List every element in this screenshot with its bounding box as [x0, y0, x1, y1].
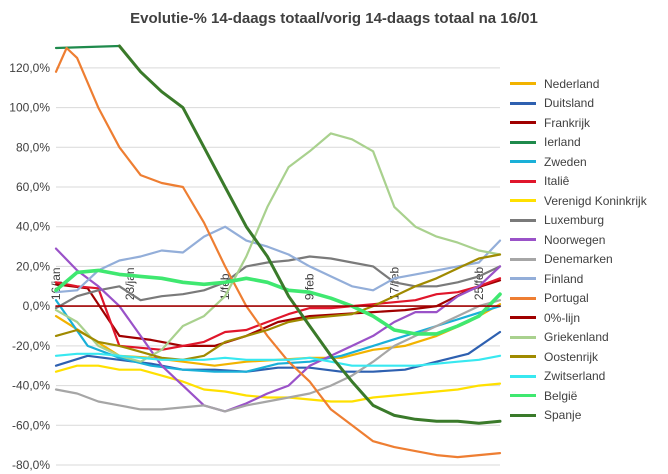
- legend-swatch: [510, 218, 536, 222]
- series-lines: [54, 44, 502, 459]
- legend-label: Denemarken: [544, 252, 613, 267]
- legend-swatch: [510, 316, 536, 320]
- legend-item: Oostenrijk: [510, 347, 666, 367]
- y-tick-label: -20,0%: [12, 339, 50, 353]
- legend-item: Zweden: [510, 152, 666, 172]
- legend-swatch: [510, 101, 536, 105]
- legend-swatch: [510, 296, 536, 300]
- legend-swatch: [510, 374, 536, 378]
- legend-swatch: [510, 277, 536, 281]
- series-line-itali-: [54, 277, 502, 351]
- legend-swatch: [510, 160, 536, 164]
- y-tick-label: 120,0%: [9, 61, 50, 75]
- legend-label: Luxemburg: [544, 213, 605, 228]
- legend-label: Spanje: [544, 408, 582, 423]
- legend-label: Nederland: [544, 76, 600, 91]
- legend-swatch: [510, 238, 536, 242]
- x-tick-label: 9/feb: [303, 273, 317, 300]
- legend-label: Italiê: [544, 174, 570, 189]
- series-line-zweden: [54, 299, 502, 373]
- series-line-griekenland: [54, 132, 502, 363]
- legend-swatch: [510, 413, 536, 417]
- legend-label: Zwitserland: [544, 369, 606, 384]
- legend-item: Spanje: [510, 406, 666, 426]
- legend-label: 0%-lijn: [544, 310, 581, 325]
- y-tick-label: 100,0%: [9, 101, 50, 115]
- legend-label: België: [544, 388, 578, 403]
- y-tick-label: 80,0%: [16, 140, 50, 154]
- series-line-portugal: [54, 46, 502, 459]
- series-line-luxemburg: [54, 255, 502, 310]
- series-line-ierland: [54, 44, 121, 50]
- series-line-oostenrijk: [54, 253, 502, 361]
- legend-item: Frankrijk: [510, 113, 666, 133]
- series-line-spanje: [117, 44, 502, 425]
- legend-item: België: [510, 386, 666, 406]
- legend-item: Finland: [510, 269, 666, 289]
- legend-swatch: [510, 199, 536, 203]
- legend-item: Duitsland: [510, 94, 666, 114]
- series-line-frankrijk: [54, 279, 502, 347]
- legend-label: Portugal: [544, 291, 589, 306]
- legend-label: Griekenland: [544, 330, 609, 345]
- legend-label: Frankrijk: [544, 115, 591, 130]
- legend-item: Nederland: [510, 74, 666, 94]
- chart-title: Evolutie-% 14-daags totaal/vorig 14-daag…: [130, 10, 538, 27]
- legend: Nederland Duitsland Frankrijk Ierland Zweden…: [510, 74, 666, 425]
- legend-item: Ierland: [510, 133, 666, 153]
- legend-label: Zweden: [544, 154, 587, 169]
- series-line-noorwegen: [54, 247, 502, 413]
- legend-swatch: [510, 355, 536, 359]
- legend-item: Zwitserland: [510, 367, 666, 387]
- legend-label: Noorwegen: [544, 232, 606, 247]
- y-axis: 120,0% 100,0% 80,0% 60,0% 40,0% 20,0% 0,0% -20,…: [9, 61, 50, 472]
- legend-label: Duitsland: [544, 96, 595, 111]
- series-line-finland: [54, 225, 502, 294]
- legend-label: Ierland: [544, 135, 581, 150]
- legend-swatch: [510, 179, 536, 183]
- y-tick-label: -60,0%: [12, 418, 50, 432]
- series-line-belgi-: [54, 268, 502, 336]
- series-line-zwitserland: [54, 352, 502, 367]
- legend-item: Italiê: [510, 172, 666, 192]
- legend-item: Denemarken: [510, 250, 666, 270]
- y-tick-label: 20,0%: [16, 259, 50, 273]
- legend-swatch: [510, 257, 536, 261]
- legend-item: Noorwegen: [510, 230, 666, 250]
- y-tick-label: 0,0%: [23, 299, 51, 313]
- legend-swatch: [510, 140, 536, 144]
- legend-swatch: [510, 394, 536, 398]
- legend-swatch: [510, 335, 536, 339]
- legend-label: Finland: [544, 271, 584, 286]
- series-line-denemarken: [54, 299, 502, 413]
- legend-swatch: [510, 121, 536, 125]
- legend-item: Luxemburg: [510, 211, 666, 231]
- legend-item: 0%-lijn: [510, 308, 666, 328]
- legend-item: Griekenland: [510, 328, 666, 348]
- y-tick-label: 40,0%: [16, 220, 50, 234]
- y-tick-label: -80,0%: [12, 458, 50, 472]
- legend-item: Verenigd Koninkrijk: [510, 191, 666, 211]
- series-line-verenigd-koninkrijk: [54, 364, 502, 403]
- legend-label: Verenigd Koninkrijk: [544, 193, 647, 208]
- y-tick-label: 60,0%: [16, 180, 50, 194]
- legend-item: Portugal: [510, 289, 666, 309]
- legend-label: Oostenrijk: [544, 349, 599, 364]
- y-tick-label: -40,0%: [12, 379, 50, 393]
- legend-swatch: [510, 82, 536, 86]
